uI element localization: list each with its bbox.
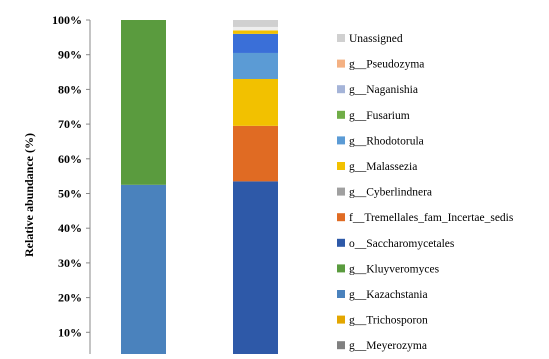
legend-swatch	[337, 162, 345, 170]
bar-segment	[121, 20, 166, 185]
bar-segment	[233, 33, 278, 53]
legend-label: g__Pseudozyma	[349, 59, 424, 71]
legend-swatch	[337, 59, 345, 68]
legend-label: g__Malassezia	[349, 161, 417, 173]
legend-label: g__Cyberlindnera	[349, 187, 432, 199]
legend-swatch	[337, 315, 345, 324]
y-tick-label: 20%	[58, 291, 82, 305]
legend-label: g__Naganishia	[349, 84, 418, 96]
y-tick-label: 60%	[58, 152, 82, 166]
legend-label: g__Rhodotorula	[349, 135, 424, 147]
y-axis-label: Relative abundance (%)	[22, 133, 36, 257]
legend-label: f__Tremellales_fam_Incertae_sedis	[349, 212, 514, 224]
legend-swatch	[337, 136, 345, 145]
y-tick-label: 70%	[58, 117, 82, 131]
y-axis: 10% 20% 30% 40% 50% 60% 70% 80% 90% 100%	[52, 13, 91, 354]
legend-label: g__Meyerozyma	[349, 340, 427, 352]
legend-swatch	[337, 34, 345, 42]
legend-swatch	[337, 213, 345, 222]
legend-label: g__Kluyveromyces	[349, 263, 440, 275]
bar-segment	[233, 52, 278, 79]
bar-segment	[233, 78, 278, 126]
legend-swatch	[337, 238, 345, 247]
legend-swatch	[337, 290, 345, 298]
bar-segment	[233, 181, 278, 359]
legend-swatch	[337, 341, 345, 350]
legend-swatch	[337, 264, 345, 273]
legend-label: o__Saccharomycetales	[349, 238, 455, 250]
bar-segment	[233, 125, 278, 182]
y-tick-label: 50%	[58, 187, 82, 201]
y-tick-label: 90%	[58, 48, 82, 62]
bars	[121, 20, 278, 359]
bar-segment	[233, 30, 278, 34]
legend-label: g__Fusarium	[349, 110, 410, 122]
y-tick-label: 10%	[58, 325, 82, 339]
y-tick-label: 80%	[58, 82, 82, 96]
legend-swatch	[337, 85, 345, 94]
bar-segment	[121, 184, 166, 359]
legend-label: g__Kazachstania	[349, 289, 428, 301]
y-tick-label: 100%	[52, 13, 82, 27]
legend: Unassigned g__Pseudozyma g__Naganishia g__F…	[337, 33, 514, 352]
bar-segment	[233, 20, 278, 27]
legend-swatch	[337, 187, 345, 196]
legend-label: g__Trichosporon	[349, 315, 428, 327]
y-tick-label: 30%	[58, 256, 82, 270]
y-tick-label: 40%	[58, 221, 82, 235]
legend-swatch	[337, 110, 345, 119]
bar-segment	[233, 26, 278, 31]
legend-label: Unassigned	[349, 33, 403, 45]
